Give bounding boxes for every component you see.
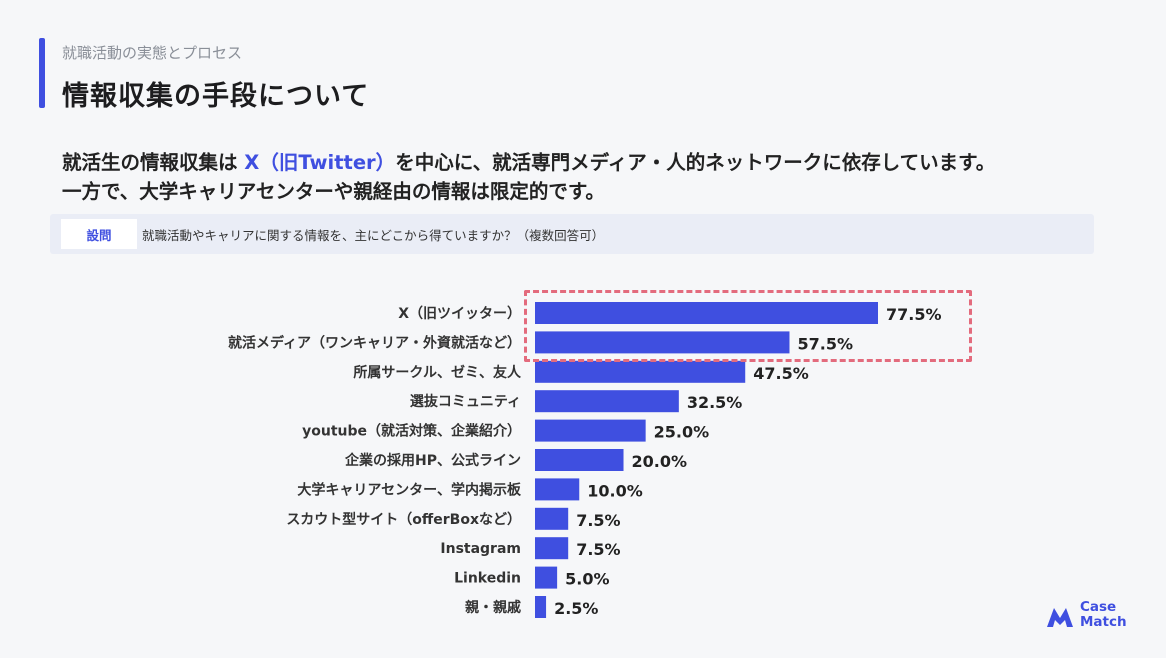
title-accent-bar xyxy=(39,38,45,108)
question-badge: 設問 xyxy=(61,219,137,249)
value-label: 20.0% xyxy=(632,452,688,471)
category-label: スカウト型サイト（offerBoxなど） xyxy=(286,511,521,528)
page-title: 情報収集の手段について xyxy=(62,81,370,112)
value-label: 77.5% xyxy=(886,305,942,324)
bar xyxy=(535,419,646,442)
bar xyxy=(535,537,569,560)
value-label: 10.0% xyxy=(587,481,643,500)
bar xyxy=(535,331,790,354)
category-label: Instagram xyxy=(440,541,521,557)
category-label: 選抜コミュニティ xyxy=(410,393,521,410)
lead-text: 就活生の情報収集は X（旧Twitter）を中心に、就活専門メディア・人的ネット… xyxy=(62,148,1152,206)
category-label: 所属サークル、ゼミ、友人 xyxy=(353,364,522,381)
category-label: youtube（就活対策、企業紹介） xyxy=(302,423,521,440)
category-label: 親・親戚 xyxy=(465,599,521,616)
bar xyxy=(535,596,547,618)
bar xyxy=(535,390,679,413)
bar xyxy=(535,507,569,530)
bar xyxy=(535,566,558,589)
category-label: X（旧ツイッター） xyxy=(398,306,521,322)
brand-line2: Match xyxy=(1080,614,1127,630)
section-label: 就職活動の実態とプロセス xyxy=(62,44,243,62)
value-label: 7.5% xyxy=(576,540,620,559)
value-label: 7.5% xyxy=(576,511,620,530)
category-label: 企業の採用HP、公式ライン xyxy=(344,452,521,469)
question-text: 就職活動やキャリアに関する情報を、主にどこから得ていますか？（複数回答可） xyxy=(142,228,605,243)
question-box: 設問 就職活動やキャリアに関する情報を、主にどこから得ていますか？（複数回答可） xyxy=(50,214,1094,254)
category-label: 大学キャリアセンター、学内掲示板 xyxy=(297,481,522,498)
brand-line1: Case xyxy=(1080,599,1117,615)
lead-line1-suffix: を中心に、就活専門メディア・人的ネットワークに依存しています。 xyxy=(395,151,996,174)
value-label: 2.5% xyxy=(554,599,598,618)
value-label: 5.0% xyxy=(565,570,609,589)
brand-logo: Case Match xyxy=(1046,598,1127,632)
lead-line1-prefix: 就活生の情報収集は xyxy=(62,151,245,174)
bar xyxy=(535,478,580,501)
bar xyxy=(535,302,878,324)
lead-line2: 一方で、大学キャリアセンターや親経由の情報は限定的です。 xyxy=(62,180,605,203)
value-label: 47.5% xyxy=(753,364,809,383)
value-label: 32.5% xyxy=(687,393,743,412)
case-match-logo-icon xyxy=(1047,608,1073,627)
category-label: Linkedin xyxy=(454,571,521,587)
bar xyxy=(535,360,746,383)
value-label: 57.5% xyxy=(797,334,853,353)
highlight-box xyxy=(524,290,972,362)
bar xyxy=(535,449,624,471)
lead-line1-highlight: X（旧Twitter） xyxy=(244,151,396,174)
category-label: 就活メディア（ワンキャリア・外資就活など） xyxy=(228,334,521,351)
value-label: 25.0% xyxy=(654,423,710,442)
